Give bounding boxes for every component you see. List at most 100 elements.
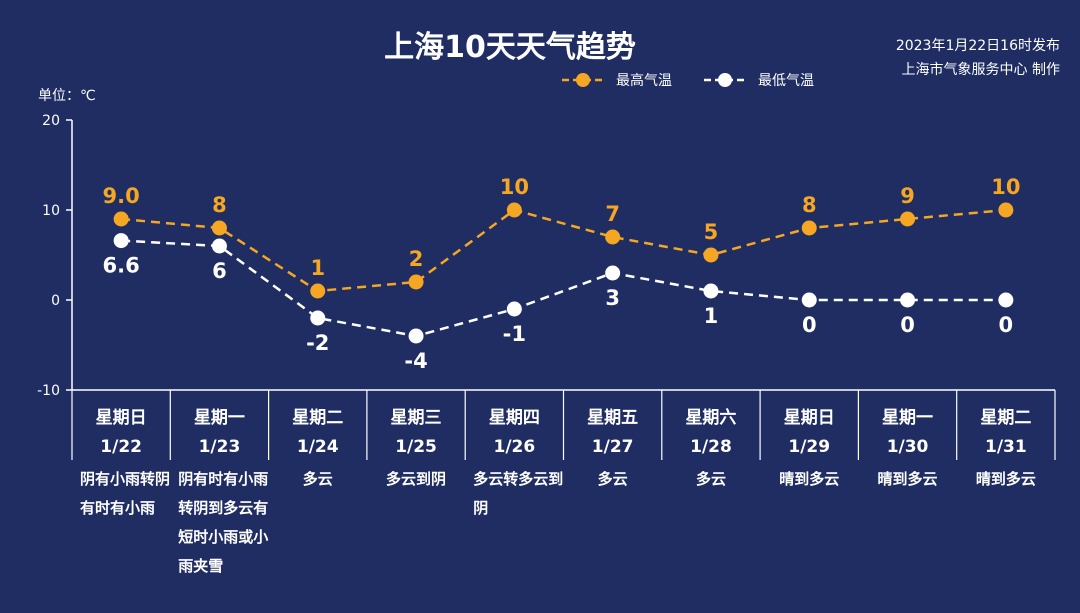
low-temp-point <box>211 238 227 254</box>
high-temp-label: 2 <box>409 247 424 271</box>
legend: 最高气温 最低气温 <box>560 70 814 90</box>
low-temp-point <box>998 292 1014 308</box>
high-temp-point <box>211 220 227 236</box>
low-temp-point <box>113 233 129 249</box>
high-temp-label: 5 <box>704 220 719 244</box>
y-tick-label: 10 <box>42 203 60 219</box>
high-temp-point <box>703 247 719 263</box>
date-label: 1/25 <box>395 437 437 457</box>
weekday-label: 星期日 <box>96 408 147 428</box>
date-label: 1/28 <box>690 437 732 457</box>
legend-low-marker <box>704 73 746 87</box>
condition-line: 阴有小雨转阴 <box>80 470 170 488</box>
condition-label: 多云 <box>303 470 333 488</box>
high-temp-point <box>801 220 817 236</box>
low-temp-point <box>605 265 621 281</box>
low-temp-point <box>310 310 326 326</box>
high-temp-label: 8 <box>212 193 227 217</box>
low-temp-point <box>801 292 817 308</box>
condition-label: 阴有时有小雨转阴到多云有短时小雨或小雨夹雪 <box>178 470 268 575</box>
low-temp-line <box>121 239 1006 338</box>
condition-label: 晴到多云 <box>976 470 1036 488</box>
low-temp-point <box>506 301 522 317</box>
high-temp-point <box>113 211 129 227</box>
high-temp-line <box>121 208 1006 293</box>
publish-info: 2023年1月22日16时发布 上海市气象服务中心 制作 <box>896 34 1060 82</box>
low-temp-point <box>408 328 424 344</box>
condition-line: 有时有小雨 <box>80 499 155 517</box>
condition-label: 阴有小雨转阴有时有小雨 <box>80 470 170 517</box>
high-temp-label: 9.0 <box>103 184 140 208</box>
y-tick-label: 0 <box>51 293 60 309</box>
y-tick-label: 20 <box>42 113 60 129</box>
weekday-label: 星期六 <box>685 407 736 428</box>
low-temp-point <box>703 283 719 299</box>
low-temp-label: 3 <box>605 286 620 310</box>
publish-time: 2023年1月22日16时发布 <box>895 38 1060 54</box>
low-temp-label: 6.6 <box>103 254 140 278</box>
condition-line: 转阴到多云有 <box>178 499 268 517</box>
high-temp-label: 9 <box>900 184 915 208</box>
low-temp-label: -1 <box>503 322 526 346</box>
high-temp-point <box>605 229 621 245</box>
condition-line: 阴有时有小雨 <box>178 470 268 488</box>
high-temp-point <box>310 283 326 299</box>
low-temp-label: 6 <box>212 259 227 283</box>
condition-label: 多云转多云到阴 <box>473 470 563 517</box>
weekday-label: 星期四 <box>489 408 540 428</box>
condition-line: 多云转多云到 <box>473 470 563 488</box>
weekday-label: 星期五 <box>587 408 638 428</box>
condition-label: 晴到多云 <box>779 470 839 488</box>
condition-line: 雨夹雪 <box>178 557 223 575</box>
condition-label: 多云 <box>598 470 628 488</box>
high-temp-label: 7 <box>605 202 620 226</box>
condition-label: 晴到多云 <box>878 470 938 488</box>
legend-high-label: 最高气温 <box>616 73 672 89</box>
condition-line: 多云到阴 <box>386 470 446 488</box>
weekday-label: 星期一 <box>882 408 933 428</box>
condition-line: 多云 <box>598 470 628 488</box>
low-temp-label: -2 <box>306 331 329 355</box>
high-temp-label: 1 <box>310 256 325 280</box>
weekday-label: 星期三 <box>391 408 442 428</box>
condition-line: 阴 <box>473 499 488 517</box>
low-temp-label: 1 <box>704 304 719 328</box>
condition-label: 多云 <box>696 470 726 488</box>
high-temp-point <box>900 211 916 227</box>
y-tick-label: -10 <box>37 383 60 399</box>
legend-high: 最高气温 <box>560 70 672 90</box>
condition-line: 短时小雨或小 <box>178 528 268 546</box>
legend-low-label: 最低气温 <box>758 73 814 89</box>
date-label: 1/27 <box>592 437 634 457</box>
condition-line: 多云 <box>696 470 726 488</box>
weekday-label: 星期二 <box>980 408 1031 428</box>
low-temp-label: 0 <box>999 313 1014 337</box>
high-temp-label: 8 <box>802 193 817 217</box>
condition-line: 晴到多云 <box>976 470 1036 488</box>
weekday-label: 星期日 <box>784 408 835 428</box>
legend-high-marker <box>562 73 604 87</box>
date-label: 1/24 <box>297 437 339 457</box>
high-temp-label: 10 <box>500 175 529 199</box>
chart-title: 上海10天天气趋势 <box>384 30 636 65</box>
condition-line: 多云 <box>303 470 333 488</box>
weekday-label: 星期二 <box>292 408 343 428</box>
producer: 上海市气象服务中心 制作 <box>901 62 1060 78</box>
legend-low: 最低气温 <box>702 70 814 90</box>
unit-label: 单位：℃ <box>38 88 96 104</box>
date-label: 1/29 <box>788 437 830 457</box>
condition-line: 晴到多云 <box>878 470 938 488</box>
condition-line: 晴到多云 <box>779 470 839 488</box>
high-temp-point <box>506 202 522 218</box>
low-temp-label: 0 <box>900 313 915 337</box>
high-temp-point <box>408 274 424 290</box>
weekday-label: 星期一 <box>194 408 245 428</box>
low-temp-point <box>900 292 916 308</box>
low-temp-label: 0 <box>802 313 817 337</box>
date-label: 1/31 <box>985 437 1027 457</box>
high-temp-label: 10 <box>991 175 1020 199</box>
low-temp-label: -4 <box>404 349 427 373</box>
date-label: 1/22 <box>100 437 142 457</box>
date-label: 1/23 <box>199 437 241 457</box>
